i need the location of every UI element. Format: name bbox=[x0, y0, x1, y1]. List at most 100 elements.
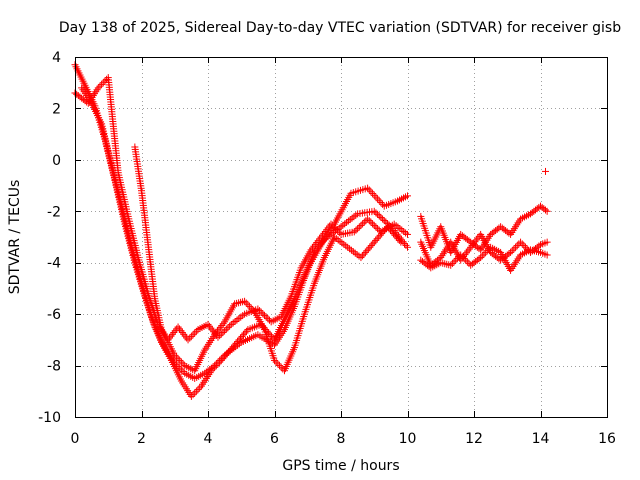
x-tick-label: 12 bbox=[465, 431, 483, 447]
data-point-track-f bbox=[510, 245, 518, 253]
x-tick-label: 14 bbox=[532, 431, 550, 447]
data-point-track-c bbox=[374, 225, 382, 233]
data-point-track-c bbox=[370, 221, 378, 229]
data-point-track-c bbox=[261, 311, 269, 319]
data-point-track-d bbox=[395, 236, 403, 244]
data-point-track-f bbox=[517, 238, 525, 246]
data-point-track-b bbox=[189, 391, 197, 399]
data-point-track-c bbox=[329, 222, 337, 230]
data-point-track-a bbox=[402, 241, 410, 249]
data-point-track-b bbox=[242, 327, 250, 335]
x-tick-label: 6 bbox=[270, 431, 279, 447]
data-point-track-g bbox=[475, 255, 483, 263]
data-point-track-c bbox=[98, 80, 106, 88]
x-tick-label: 10 bbox=[399, 431, 417, 447]
data-point-track-c bbox=[367, 218, 375, 226]
data-point-track-d bbox=[271, 356, 278, 364]
data-point-track-c bbox=[352, 226, 360, 234]
data-point-track-d bbox=[174, 355, 182, 363]
data-point-track-g bbox=[452, 256, 460, 264]
x-tick-label: 2 bbox=[137, 431, 146, 447]
data-point-track-a bbox=[377, 213, 385, 221]
data-point-track-f bbox=[507, 248, 515, 256]
data-point-track-b bbox=[214, 360, 222, 368]
data-point-track-f bbox=[522, 243, 530, 251]
data-point-track-d bbox=[385, 224, 393, 232]
data-point-track-b bbox=[228, 344, 236, 352]
data-point-track-b bbox=[220, 353, 228, 361]
data-point-track-b bbox=[226, 346, 234, 354]
data-point-track-e bbox=[543, 207, 551, 215]
data-point-track-d bbox=[373, 235, 381, 243]
y-axis-label: SDTVAR / TECUs bbox=[7, 180, 23, 295]
data-point-track-c bbox=[355, 223, 363, 231]
data-point-track-f bbox=[505, 250, 513, 258]
data-point-track-g bbox=[453, 254, 461, 262]
data-point-track-c bbox=[217, 330, 225, 338]
data-point-track-c bbox=[354, 225, 362, 233]
y-tick-label: 2 bbox=[52, 101, 61, 117]
data-point-track-b bbox=[238, 332, 246, 340]
data-point-track-b bbox=[207, 367, 215, 375]
data-point-track-d bbox=[171, 351, 179, 359]
data-point-track-d bbox=[272, 358, 280, 366]
data-point-track-c bbox=[330, 224, 338, 232]
data-point-track-d bbox=[375, 233, 383, 241]
data-point-track-c bbox=[224, 324, 232, 332]
data-point-track-c bbox=[191, 329, 199, 337]
data-point-track-a bbox=[375, 212, 383, 220]
data-point-track-b bbox=[241, 329, 249, 337]
data-point-track-b bbox=[209, 365, 217, 373]
data-point-track-d bbox=[376, 231, 384, 239]
data-point-track-b bbox=[222, 351, 230, 359]
data-point-track-f bbox=[513, 242, 521, 250]
data-point-track-d bbox=[179, 360, 187, 368]
data-point-track-c bbox=[360, 218, 368, 226]
data-point-track-d bbox=[357, 254, 365, 262]
data-point-track-c bbox=[332, 225, 340, 233]
data-point-track-d bbox=[249, 306, 257, 314]
data-point-track-d bbox=[176, 356, 184, 364]
data-point-track-f bbox=[520, 242, 528, 250]
data-point-track-d bbox=[381, 226, 389, 234]
grid bbox=[75, 57, 607, 417]
data-point-track-c bbox=[350, 228, 358, 236]
data-point-track-a bbox=[372, 209, 380, 217]
data-point-track-d bbox=[367, 242, 375, 250]
data-point-track-g bbox=[477, 254, 485, 262]
axis-ticks bbox=[75, 57, 608, 418]
data-point-track-g bbox=[462, 256, 470, 264]
data-point-track-f bbox=[535, 242, 543, 250]
data-point-track-b bbox=[217, 356, 225, 364]
data-point-track-c bbox=[184, 336, 192, 344]
data-point-track-g bbox=[447, 261, 455, 269]
data-point-track-b bbox=[212, 362, 220, 370]
data-point-track-b bbox=[375, 197, 383, 205]
data-point-track-d bbox=[372, 236, 380, 244]
data-point-track-b bbox=[196, 384, 204, 392]
data-point-track-b bbox=[365, 186, 373, 194]
data-point-track-d bbox=[394, 235, 402, 243]
x-tick-label: 16 bbox=[598, 431, 616, 447]
data-point-track-c bbox=[216, 332, 224, 340]
data-point-track-b bbox=[216, 358, 224, 366]
data-points bbox=[71, 61, 551, 400]
x-tick-label: 4 bbox=[204, 431, 213, 447]
y-tick-label: -4 bbox=[47, 256, 61, 272]
data-point-track-b bbox=[225, 348, 233, 356]
data-point-track-d bbox=[277, 363, 285, 371]
data-point-track-b bbox=[377, 199, 385, 207]
data-point-track-c bbox=[334, 227, 342, 235]
data-point-track-c bbox=[222, 325, 230, 333]
data-point-track-b bbox=[369, 190, 377, 198]
data-point-track-b bbox=[219, 355, 227, 363]
data-point-track-a bbox=[179, 368, 187, 376]
data-point-track-b bbox=[372, 193, 380, 201]
data-point-track-a bbox=[380, 217, 388, 225]
y-tick-label: -10 bbox=[38, 410, 61, 426]
y-tick-label: -8 bbox=[47, 359, 61, 375]
data-point-track-c bbox=[372, 223, 380, 231]
data-point-track-c bbox=[94, 84, 102, 92]
data-point-track-c bbox=[264, 315, 272, 323]
x-axis-label: GPS time / hours bbox=[282, 458, 399, 474]
